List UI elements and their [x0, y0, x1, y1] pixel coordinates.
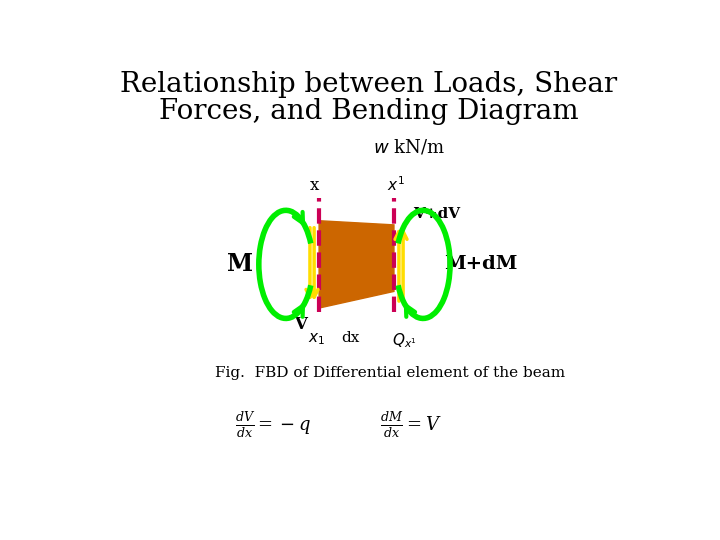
- Text: M+dM: M+dM: [444, 255, 518, 273]
- Text: V: V: [294, 316, 307, 333]
- Text: dx: dx: [341, 331, 359, 345]
- Text: V+dV: V+dV: [413, 207, 460, 221]
- Text: $w$ kN/m: $w$ kN/m: [373, 138, 444, 157]
- Text: $x_1$: $x_1$: [308, 331, 325, 347]
- Polygon shape: [319, 221, 394, 308]
- Text: x: x: [310, 177, 320, 194]
- Text: Forces, and Bending Diagram: Forces, and Bending Diagram: [159, 98, 579, 125]
- Text: $\frac{dV}{dx} = -q$: $\frac{dV}{dx} = -q$: [235, 410, 311, 440]
- Text: Relationship between Loads, Shear: Relationship between Loads, Shear: [120, 71, 618, 98]
- Text: $\frac{dM}{dx} = V$: $\frac{dM}{dx} = V$: [379, 410, 441, 440]
- Text: $Q_{x^1}$: $Q_{x^1}$: [392, 331, 417, 349]
- Text: $x^1$: $x^1$: [387, 175, 405, 194]
- Text: M: M: [227, 252, 253, 276]
- Text: Fig.  FBD of Differential element of the beam: Fig. FBD of Differential element of the …: [215, 366, 565, 380]
